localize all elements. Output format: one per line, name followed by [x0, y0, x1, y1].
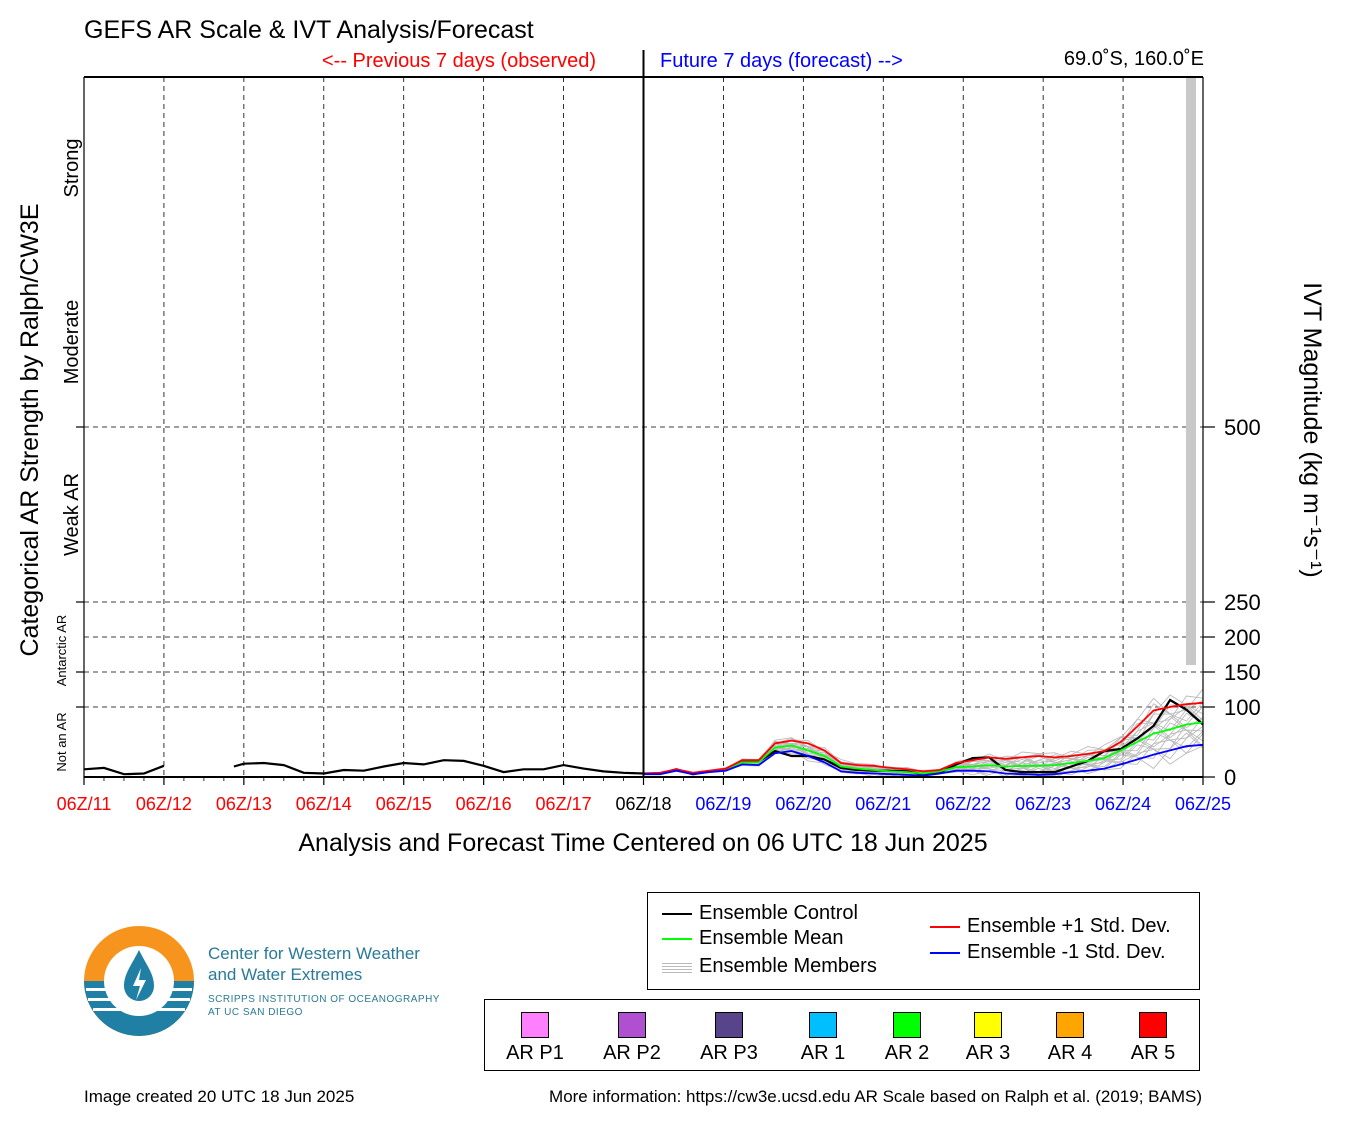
- location-label: 69.0˚S, 160.0˚E: [1063, 48, 1204, 70]
- ar-scale-swatch: [1139, 1012, 1167, 1038]
- logo-line-1: Center for Western Weather: [208, 944, 420, 963]
- logo-line-3: SCRIPPS INSTITUTION OF OCEANOGRAPHY: [208, 994, 440, 1005]
- ar-scale-label: AR P2: [603, 1042, 661, 1064]
- x-tick-label: 06Z/19: [695, 794, 751, 814]
- x-tick-label: 06Z/11: [57, 794, 112, 814]
- legend-plus-std-swatch: [930, 925, 960, 928]
- legend-control: Ensemble Control: [662, 902, 858, 925]
- previous-days-label: <-- Previous 7 days (observed): [322, 50, 597, 72]
- right-axis-title: IVT Magnitude (kg m⁻¹s⁻¹): [1298, 282, 1326, 577]
- x-tick-label: 06Z/18: [615, 794, 671, 814]
- ar-scale-swatch: [974, 1012, 1002, 1038]
- ar-scale-label: AR 1: [800, 1042, 846, 1064]
- ensemble-member-line: [643, 699, 1204, 775]
- ar-scale-swatch: [1056, 1012, 1084, 1038]
- series-line-ensemble-control: [233, 759, 644, 775]
- legend-minus-std-label: Ensemble -1 Std. Dev.: [967, 941, 1166, 963]
- category-label: Not an AR: [54, 712, 69, 771]
- ar-scale-swatch: [618, 1012, 646, 1038]
- ar-scale-item: AR 2: [867, 1012, 947, 1065]
- image-created-text: Image created 20 UTC 18 Jun 2025: [84, 1087, 355, 1106]
- legend-members-swatch: [662, 960, 692, 973]
- series-line-ensemble-mean: [643, 721, 1204, 775]
- series-layer: [83, 698, 1204, 777]
- legend-members: Ensemble Members: [662, 955, 877, 978]
- legend-minus-std: Ensemble -1 Std. Dev.: [930, 941, 1166, 964]
- series-legend: Ensemble Control Ensemble Mean Ensemble …: [647, 892, 1200, 990]
- x-tick-label: 06Z/20: [775, 794, 831, 814]
- ar-scale-item: AR P3: [689, 1012, 769, 1065]
- x-tick-label: 06Z/12: [136, 794, 192, 814]
- ar-scale-label: AR 2: [884, 1042, 930, 1064]
- chart-title: GEFS AR Scale & IVT Analysis/Forecast: [84, 16, 534, 44]
- ar-scale-item: AR 4: [1030, 1012, 1110, 1065]
- logo-line-2: and Water Extremes: [208, 965, 363, 984]
- spread-band: [1186, 77, 1197, 665]
- cw3e-logo-icon: [84, 926, 194, 1036]
- x-tick-label: 06Z/25: [1175, 794, 1231, 814]
- series-line-ensemble-1-std-dev-: [643, 701, 1204, 775]
- legend-mean: Ensemble Mean: [662, 927, 844, 950]
- ar-scale-item: AR 3: [948, 1012, 1028, 1065]
- ivt-chart: 06Z/11 06Z/12 06Z/13 06Z/14 06Z/15 06Z/16 06Z/…: [16, 50, 1326, 857]
- logo-name: Center for Western Weather and Water Ext…: [208, 943, 420, 985]
- series-line-ensemble-control: [83, 764, 165, 776]
- x-tick-label: 06Z/17: [536, 794, 592, 814]
- legend-control-label: Ensemble Control: [699, 902, 858, 924]
- y-tick-label: 250: [1224, 590, 1261, 615]
- legend-plus-std: Ensemble +1 Std. Dev.: [930, 915, 1171, 938]
- ar-scale-label: AR 4: [1047, 1042, 1093, 1064]
- left-axis-title: Categorical AR Strength by Ralph/CW3E: [16, 204, 44, 657]
- x-tick-label: 06Z/23: [1015, 794, 1071, 814]
- x-tick-label: 06Z/16: [456, 794, 512, 814]
- ar-scale-swatch: [715, 1012, 743, 1038]
- ar-scale-item: AR P2: [592, 1012, 672, 1065]
- x-tick-label: 06Z/14: [296, 794, 352, 814]
- y-tick-label: 100: [1224, 695, 1261, 720]
- ar-scale-swatch: [521, 1012, 549, 1038]
- legend-members-label: Ensemble Members: [699, 955, 877, 977]
- legend-mean-swatch: [662, 937, 692, 940]
- legend-plus-std-label: Ensemble +1 Std. Dev.: [967, 915, 1171, 937]
- x-tick-label: 06Z/22: [935, 794, 991, 814]
- labels-layer: 06Z/11 06Z/12 06Z/13 06Z/14 06Z/15 06Z/16 06Z/…: [16, 139, 1326, 857]
- y-tick-label: 150: [1224, 660, 1261, 685]
- category-label: Antarctic AR: [54, 615, 69, 687]
- x-axis-title: Analysis and Forecast Time Centered on 0…: [298, 829, 987, 857]
- y-tick-label: 0: [1224, 765, 1236, 790]
- ensemble-member-line: [643, 688, 1204, 774]
- ar-scale-label: AR 3: [965, 1042, 1011, 1064]
- ar-scale-legend: AR P1 AR P2 AR P3 AR 1 AR 2 AR 3 AR 4 AR 5: [484, 999, 1200, 1071]
- ar-scale-label: AR P3: [700, 1042, 758, 1064]
- x-tick-label: 06Z/13: [216, 794, 272, 814]
- ar-scale-label: AR P1: [506, 1042, 564, 1064]
- legend-mean-label: Ensemble Mean: [699, 927, 844, 949]
- category-label: Weak AR: [61, 473, 83, 556]
- ar-scale-item: AR P1: [495, 1012, 575, 1065]
- ensemble-member-line: [643, 706, 1204, 775]
- legend-minus-std-swatch: [930, 951, 960, 954]
- ar-scale-item: AR 1: [783, 1012, 863, 1065]
- logo-affiliation: SCRIPPS INSTITUTION OF OCEANOGRAPHY AT U…: [208, 993, 440, 1019]
- y-tick-label: 500: [1224, 415, 1261, 440]
- ar-scale-label: AR 5: [1130, 1042, 1176, 1064]
- x-tick-label: 06Z/24: [1095, 794, 1151, 814]
- category-label: Moderate: [61, 300, 83, 385]
- ar-scale-swatch: [893, 1012, 921, 1038]
- axis-layer: [76, 50, 1215, 785]
- x-tick-label: 06Z/15: [376, 794, 432, 814]
- y-tick-label: 200: [1224, 625, 1261, 650]
- ar-scale-swatch: [809, 1012, 837, 1038]
- more-info-text: More information: https://cw3e.ucsd.edu …: [549, 1087, 1202, 1106]
- x-tick-label: 06Z/21: [855, 794, 911, 814]
- ar-scale-item: AR 5: [1113, 1012, 1193, 1065]
- series-line-ensemble-1-std-dev-: [643, 743, 1204, 777]
- logo-line-4: AT UC SAN DIEGO: [208, 1007, 303, 1018]
- legend-control-swatch: [662, 912, 692, 915]
- future-days-label: Future 7 days (forecast) -->: [660, 50, 903, 72]
- category-label: Strong: [61, 139, 83, 198]
